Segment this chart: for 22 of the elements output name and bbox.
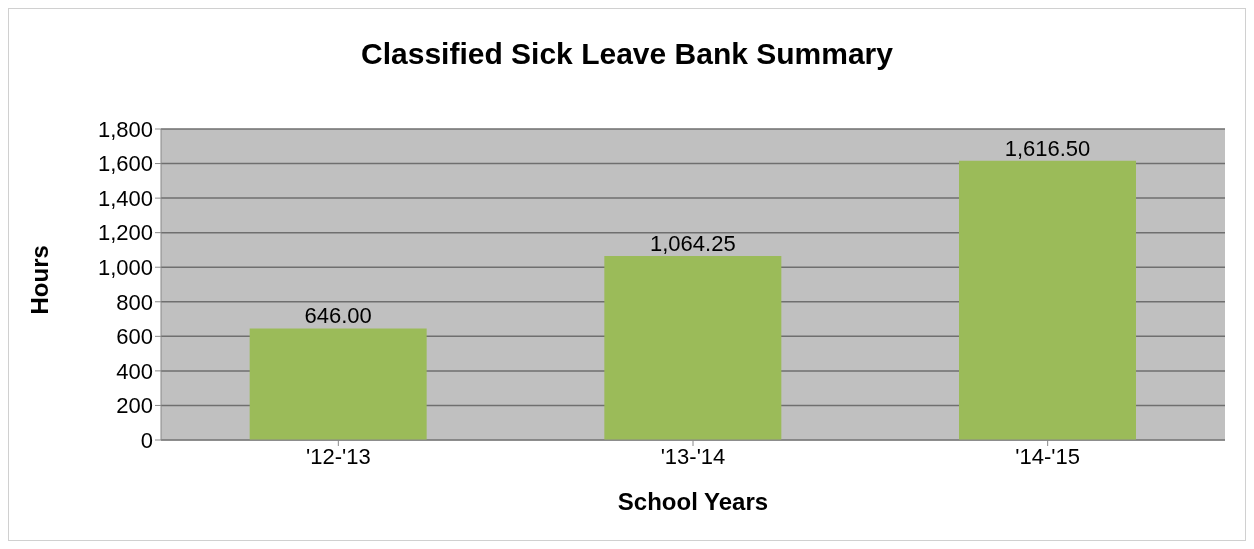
y-tick-label: 800: [116, 289, 153, 315]
data-label: 1,616.50: [1004, 135, 1091, 161]
y-tick-label: 0: [140, 427, 153, 453]
bar: [959, 160, 1136, 440]
y-axis-title: Hours: [25, 245, 53, 315]
y-tick-label: 1,000: [97, 255, 153, 281]
y-tick-label: 200: [116, 393, 153, 419]
y-tick-label: 1,200: [97, 220, 153, 246]
y-tick-label: 600: [116, 324, 153, 350]
y-tick-label: 400: [116, 358, 153, 384]
chart-title: Classified Sick Leave Bank Summary: [360, 37, 894, 71]
x-axis-title: School Years: [617, 488, 769, 515]
y-tick-label: 1,800: [97, 116, 153, 142]
y-tick-label: 1,400: [97, 185, 153, 211]
x-tick-label: '14-'15: [1015, 443, 1080, 469]
x-tick-label: '12-'13: [306, 443, 371, 469]
data-label: 1,064.25: [650, 231, 736, 257]
y-tick-label: 1,600: [97, 151, 153, 177]
data-label: 646.00: [304, 303, 372, 329]
x-tick-label: '13-'14: [660, 443, 726, 469]
bar: [604, 256, 782, 440]
bar: [249, 328, 427, 440]
